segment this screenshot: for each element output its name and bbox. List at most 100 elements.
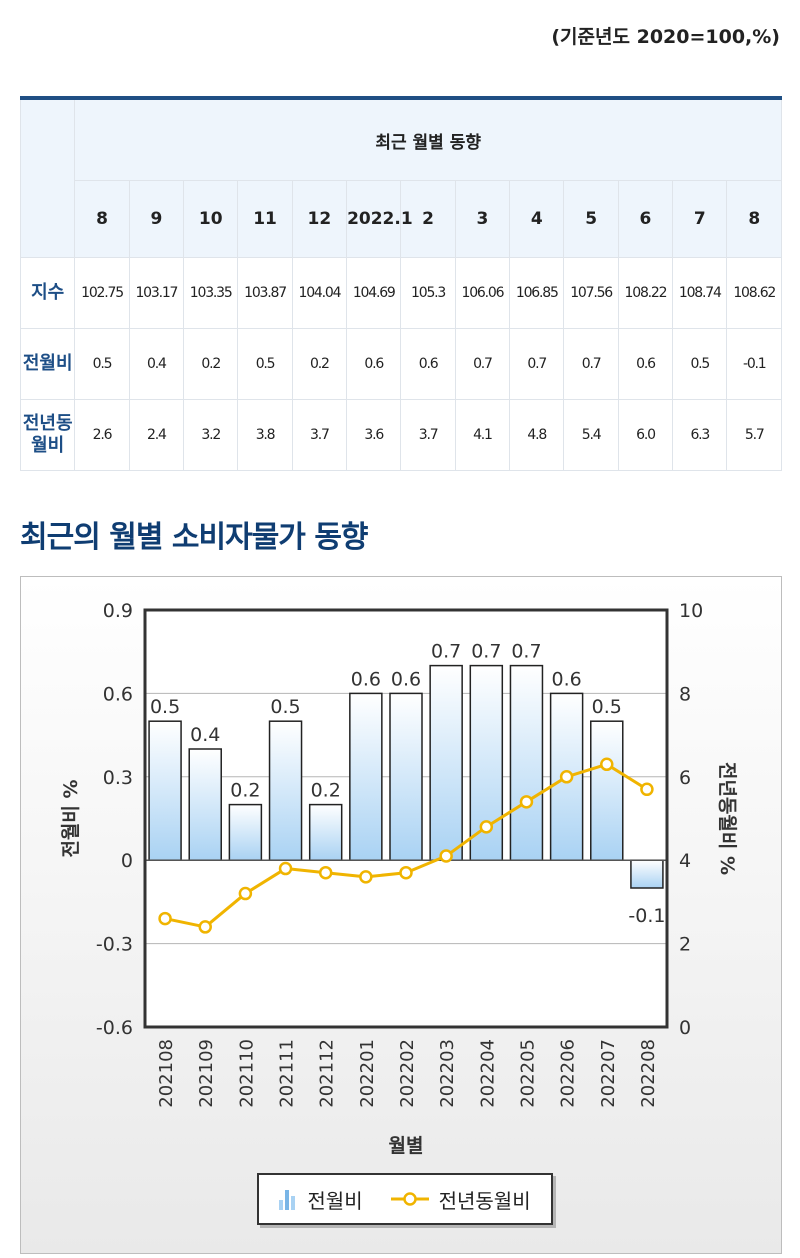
month-header: 7 xyxy=(672,180,728,258)
x-tick-label: 202205 xyxy=(517,1039,538,1108)
line-series-icon xyxy=(390,1192,429,1206)
line-point xyxy=(238,886,253,901)
bar-data-label: 0.7 xyxy=(471,641,501,663)
month-header: 2 xyxy=(400,180,456,258)
x-tick-label: 202202 xyxy=(397,1039,418,1108)
chart-title: 최근의 월별 소비자물가 동향 xyxy=(20,520,369,555)
table-cell: 4.1 xyxy=(454,399,511,471)
legend-item-bar: 전월비 xyxy=(279,1185,363,1214)
bar-data-label: 0.5 xyxy=(150,696,180,718)
table-cell: 0.2 xyxy=(183,328,239,400)
table-row: 지수 102.75 103.17 103.35 103.87 104.04 104.69 10… xyxy=(19,257,782,329)
x-tick-label: 202201 xyxy=(357,1039,378,1108)
table-cell: 108.74 xyxy=(672,257,728,329)
bar-data-label: 0.6 xyxy=(552,668,582,690)
table-row: 전년동월비 2.6 2.4 3.2 3.8 3.7 3.6 3.7 4.1 4.8 5.4 6.0 6.… xyxy=(19,399,782,471)
bar-data-label: 0.7 xyxy=(511,641,541,663)
table-cell: 5.4 xyxy=(563,399,619,471)
table-cell: 108.62 xyxy=(726,257,782,329)
month-header: 5 xyxy=(563,180,619,258)
chart-legend: 전월비 전년동월비 xyxy=(257,1173,553,1225)
line-point xyxy=(439,849,453,863)
legend-item-line: 전년동월비 xyxy=(390,1185,531,1214)
table-cell: 3.7 xyxy=(400,399,456,471)
x-tick-label: 202207 xyxy=(598,1039,619,1108)
bar-data-label: 0.6 xyxy=(391,668,421,690)
plot-frame xyxy=(143,608,669,1029)
bar-data-label: 0.7 xyxy=(431,641,461,663)
table-cell: 103.17 xyxy=(128,257,185,329)
bar-data-label: 0.2 xyxy=(311,780,341,802)
y-tick-label: 0 xyxy=(121,850,133,872)
month-header: 12 xyxy=(291,180,348,258)
table-cell: 104.69 xyxy=(346,257,402,329)
bar-data-label: 0.2 xyxy=(230,780,260,802)
table-cell: 108.22 xyxy=(617,257,674,329)
line-point xyxy=(318,865,333,880)
y2-tick-label: 4 xyxy=(679,850,691,872)
table-cell: 3.7 xyxy=(291,399,348,471)
table-cell: 3.8 xyxy=(237,399,293,471)
y-tick-label: 0.6 xyxy=(103,683,133,705)
bar-data-label: 0.5 xyxy=(270,696,300,718)
x-tick-label: 202208 xyxy=(638,1039,659,1108)
bar-series-icon xyxy=(279,1190,296,1210)
table-body: 지수 102.75 103.17 103.35 103.87 104.04 104.69 10… xyxy=(19,257,782,471)
cpi-table: 최근 월별 동향 8 9 10 11 12 2022.1 2 3 4 5 6 7 8 지수 102.75 1… xyxy=(19,96,782,471)
bar-data-label: -0.1 xyxy=(628,905,665,927)
table-corner xyxy=(19,97,76,258)
line-point xyxy=(359,870,373,884)
y-tick-label: 0.3 xyxy=(103,767,133,789)
x-tick-label: 202203 xyxy=(437,1039,458,1108)
y2-tick-label: 0 xyxy=(679,1017,691,1039)
table-cell: 0.7 xyxy=(454,328,511,400)
bar xyxy=(308,803,343,861)
y-tick-label: -0.3 xyxy=(96,934,133,956)
y-tick-label: -0.6 xyxy=(96,1017,133,1039)
month-header: 4 xyxy=(509,180,565,258)
line-point xyxy=(559,770,574,784)
table-cell: 4.8 xyxy=(509,399,565,471)
table-cell: 3.2 xyxy=(183,399,239,471)
bar xyxy=(148,720,182,861)
x-tick-label: 202111 xyxy=(277,1039,298,1108)
unit-note: (기준년도 2020=100,%) xyxy=(551,26,780,48)
line-point xyxy=(519,795,534,809)
x-tick-label: 202110 xyxy=(236,1039,257,1108)
line-point xyxy=(479,820,494,834)
line-point xyxy=(600,757,614,772)
line-point xyxy=(640,782,654,797)
y-tick-label: 0.9 xyxy=(103,600,133,622)
y2-tick-label: 8 xyxy=(679,683,691,705)
table-cell: -0.1 xyxy=(726,328,782,400)
x-tick-label: 202108 xyxy=(156,1039,177,1108)
bar xyxy=(349,692,383,861)
bar xyxy=(590,720,624,861)
y-axis-title: 전월비 % xyxy=(60,779,82,857)
table-cell: 0.7 xyxy=(509,328,565,400)
line-point xyxy=(399,865,413,880)
row-label: 전월비 xyxy=(19,328,76,400)
y2-tick-label: 10 xyxy=(679,600,703,622)
table-cell: 0.5 xyxy=(237,328,293,400)
month-header-row: 8 9 10 11 12 2022.1 2 3 4 5 6 7 8 xyxy=(21,180,782,258)
table-cell: 104.04 xyxy=(291,257,348,329)
bar xyxy=(268,720,303,861)
bar xyxy=(389,692,423,861)
month-header: 11 xyxy=(237,180,293,258)
bar xyxy=(228,803,263,861)
table-cell: 103.35 xyxy=(183,257,239,329)
row-label: 지수 xyxy=(19,257,76,329)
bar xyxy=(630,859,664,889)
x-axis-title: 월별 xyxy=(389,1135,424,1157)
table-cell: 107.56 xyxy=(563,257,619,329)
line-point xyxy=(198,920,212,934)
legend-label-line: 전년동월비 xyxy=(438,1188,531,1213)
bar xyxy=(188,748,222,861)
y2-tick-label: 6 xyxy=(679,767,691,789)
table-cell: 103.87 xyxy=(237,257,293,329)
table-cell: 3.6 xyxy=(346,399,402,471)
bar-data-label: 0.6 xyxy=(351,668,381,690)
table-cell: 6.3 xyxy=(672,399,728,471)
bar-data-label: 0.5 xyxy=(592,696,622,718)
